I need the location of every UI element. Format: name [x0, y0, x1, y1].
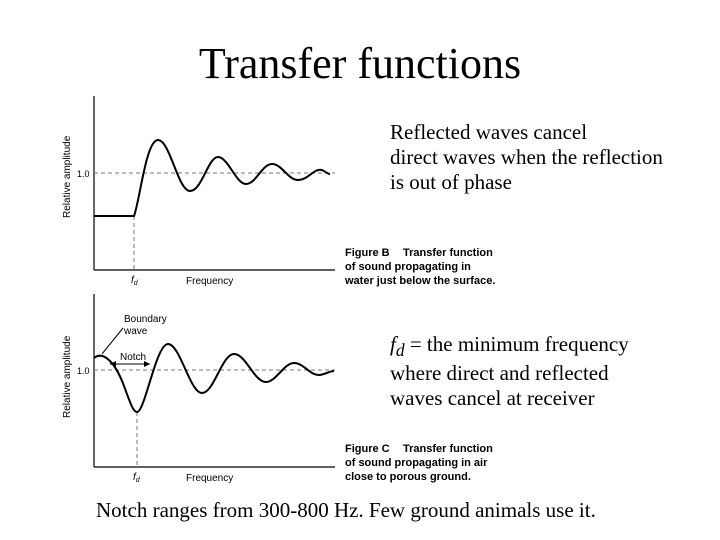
figure-b-y-label: Relative amplitude — [62, 135, 73, 218]
figure-b-caption-line-1: Transfer function — [403, 247, 493, 259]
fd-subscript: d — [395, 340, 405, 361]
figure-c-notch-arrow-left — [110, 361, 116, 367]
figure-c-fd-symbol: f — [133, 472, 137, 483]
figure-b-response-curve — [94, 138, 331, 217]
figure-c: Relative amplitude 1.0 Boundary wave Not… — [62, 294, 493, 484]
figure-b-fd-symbol: f — [131, 275, 135, 286]
fd-definition-text: = the minimum frequency where direct and… — [390, 332, 629, 411]
figure-c-caption-label: Figure C — [345, 443, 390, 455]
fd-symbol: f — [390, 332, 396, 356]
figure-b-fd-sub: d — [134, 280, 139, 287]
fd-definition: fd = the minimum frequency where direct … — [390, 332, 629, 412]
slide-title: Transfer functions — [198, 39, 522, 88]
figure-c-boundary-label-2: wave — [123, 326, 148, 337]
figure-c-caption-line-2: of sound propagating in air — [345, 457, 488, 469]
figure-c-fd-sub: d — [136, 477, 141, 484]
figure-b-explanation: Reflected waves cancel direct waves when… — [390, 120, 663, 195]
figure-c-y-label: Relative amplitude — [62, 335, 73, 418]
figure-c-y-tick: 1.0 — [77, 366, 90, 376]
figure-c-boundary-pointer — [101, 327, 124, 355]
figure-c-notch-arrow-right — [144, 361, 150, 367]
figure-b: Relative amplitude 1.0 fd Frequency Figu… — [62, 96, 495, 287]
figure-c-x-label: Frequency — [186, 473, 233, 484]
figure-b-y-tick: 1.0 — [77, 169, 90, 179]
figure-c-response-curve — [93, 342, 335, 414]
notch-range-note: Notch ranges from 300-800 Hz. Few ground… — [96, 498, 596, 522]
figure-b-caption-label: Figure B — [345, 247, 390, 259]
figure-c-caption-line-1: Transfer function — [403, 443, 493, 455]
figure-b-caption-line-2: of sound propagating in — [345, 261, 471, 273]
figure-b-fd-label: fd — [131, 275, 139, 287]
figure-c-fd-label: fd — [133, 472, 141, 484]
figure-c-boundary-label-1: Boundary — [124, 314, 167, 325]
figure-b-x-label: Frequency — [186, 276, 233, 287]
figure-c-notch-label: Notch — [120, 352, 146, 363]
figure-b-caption-line-3: water just below the surface. — [344, 275, 495, 287]
figure-c-caption-line-3: close to porous ground. — [345, 471, 471, 483]
